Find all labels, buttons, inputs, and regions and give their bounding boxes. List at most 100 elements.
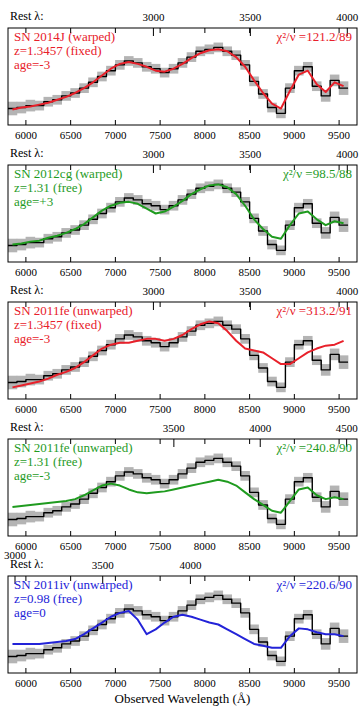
annotation: z=1.31 (free): [14, 454, 82, 469]
annotation: z=1.31 (free): [14, 180, 82, 195]
x-tick: [70, 394, 71, 399]
fit-label: χ²/ν =240.8/90: [275, 440, 352, 455]
rest-axis-label: Rest λ:: [10, 9, 44, 23]
x-tick-label: 8000: [194, 266, 217, 278]
frame: [8, 302, 357, 399]
x-tick: [160, 531, 161, 536]
x-tick: [204, 120, 205, 125]
x-tick-label: 7500: [149, 403, 172, 415]
x-tick: [204, 257, 205, 262]
x-tick: [204, 302, 205, 307]
x-tick-label: 7000: [104, 129, 127, 141]
x-tick-label: 7000: [104, 266, 127, 278]
rest-tick-label: 3500: [163, 422, 186, 434]
panel: 60006500700075008000850090009500Rest λ:3…: [4, 549, 357, 706]
x-tick: [25, 668, 26, 673]
x-tick-label: 7500: [149, 129, 172, 141]
x-tick: [160, 394, 161, 399]
x-tick: [249, 668, 250, 673]
x-tick: [204, 394, 205, 399]
x-tick-label: 6000: [15, 266, 38, 278]
x-tick-label: 7000: [104, 540, 127, 552]
rest-axis-label: Rest λ:: [10, 146, 44, 160]
rest-tick: [250, 28, 251, 36]
x-tick-label: 9500: [328, 266, 351, 278]
x-tick: [294, 120, 295, 125]
x-tick-label: 8500: [239, 129, 262, 141]
x-tick-label: 6000: [15, 403, 38, 415]
x-tick: [339, 120, 340, 125]
x-tick: [160, 165, 161, 170]
x-tick: [294, 668, 295, 673]
x-tick: [160, 668, 161, 673]
x-tick: [115, 394, 116, 399]
rest-axis-label: Rest λ:: [10, 283, 44, 297]
x-tick: [70, 257, 71, 262]
x-tick: [160, 439, 161, 444]
annotation: z=1.3457 (fixed): [14, 317, 101, 332]
x-tick: [25, 394, 26, 399]
rest-tick-label: 3000: [4, 549, 27, 561]
template-name: SN 2011fe (unwarped): [14, 303, 133, 318]
rest-tick: [250, 302, 251, 310]
rest-tick-label: 3000: [142, 285, 165, 297]
x-tick-label: 9000: [283, 540, 306, 552]
x-tick-label: 7000: [104, 403, 127, 415]
x-tick-label: 7500: [149, 266, 172, 278]
x-tick: [249, 439, 250, 444]
x-tick-label: 8500: [239, 677, 262, 689]
x-tick-label: 8000: [194, 540, 217, 552]
x-tick: [204, 28, 205, 33]
rest-tick: [250, 165, 251, 173]
x-tick-label: 9000: [283, 677, 306, 689]
annotation: age=-3: [14, 57, 50, 72]
x-tick-label: 8000: [194, 129, 217, 141]
x-tick: [160, 28, 161, 33]
template-line: [12, 49, 343, 109]
x-tick-label: 8500: [239, 403, 262, 415]
x-tick: [294, 531, 295, 536]
x-tick: [25, 120, 26, 125]
rest-tick: [153, 302, 154, 310]
x-tick-label: 9000: [283, 403, 306, 415]
x-tick: [249, 531, 250, 536]
x-tick: [294, 257, 295, 262]
x-tick-label: 6000: [15, 677, 38, 689]
fit-label: χ²/ν =121.2/89: [275, 29, 352, 44]
x-tick-label: 8000: [194, 677, 217, 689]
annotation: age=-3: [14, 331, 50, 346]
x-tick: [339, 394, 340, 399]
annotation: z=0.98 (free): [14, 591, 82, 606]
x-tick: [25, 257, 26, 262]
x-axis-label: Observed Wavelength (Å): [115, 691, 251, 706]
rest-tick-label: 3500: [92, 559, 115, 571]
x-tick: [204, 165, 205, 170]
x-tick: [115, 120, 116, 125]
rest-tick: [153, 165, 154, 173]
x-tick: [25, 531, 26, 536]
x-tick-label: 8500: [239, 540, 262, 552]
x-tick-label: 9000: [283, 129, 306, 141]
rest-tick-label: 3000: [142, 148, 165, 160]
panel: 60006500700075008000850090009500Rest λ:3…: [8, 283, 359, 415]
x-tick: [70, 668, 71, 673]
frame: [8, 165, 357, 262]
x-tick-label: 9500: [328, 403, 351, 415]
x-tick-label: 6500: [60, 403, 83, 415]
frame: [8, 439, 357, 536]
rest-tick-label: 4500: [336, 422, 359, 434]
annotation: z=1.3457 (fixed): [14, 43, 101, 58]
annotation: age=-3: [14, 468, 50, 483]
plot-area: [8, 317, 348, 393]
x-tick: [160, 120, 161, 125]
x-tick: [204, 576, 205, 581]
rest-tick: [173, 439, 174, 447]
x-tick: [115, 531, 116, 536]
template-name: SN 2011iv (unwarped): [14, 577, 133, 592]
rest-tick-label: 4000: [336, 148, 359, 160]
x-tick: [339, 668, 340, 673]
fit-label: χ²/ν =98.5/88: [282, 166, 352, 181]
rest-axis-label: Rest λ:: [10, 420, 44, 434]
plot-area: [8, 43, 348, 119]
rest-tick-label: 4000: [249, 422, 272, 434]
